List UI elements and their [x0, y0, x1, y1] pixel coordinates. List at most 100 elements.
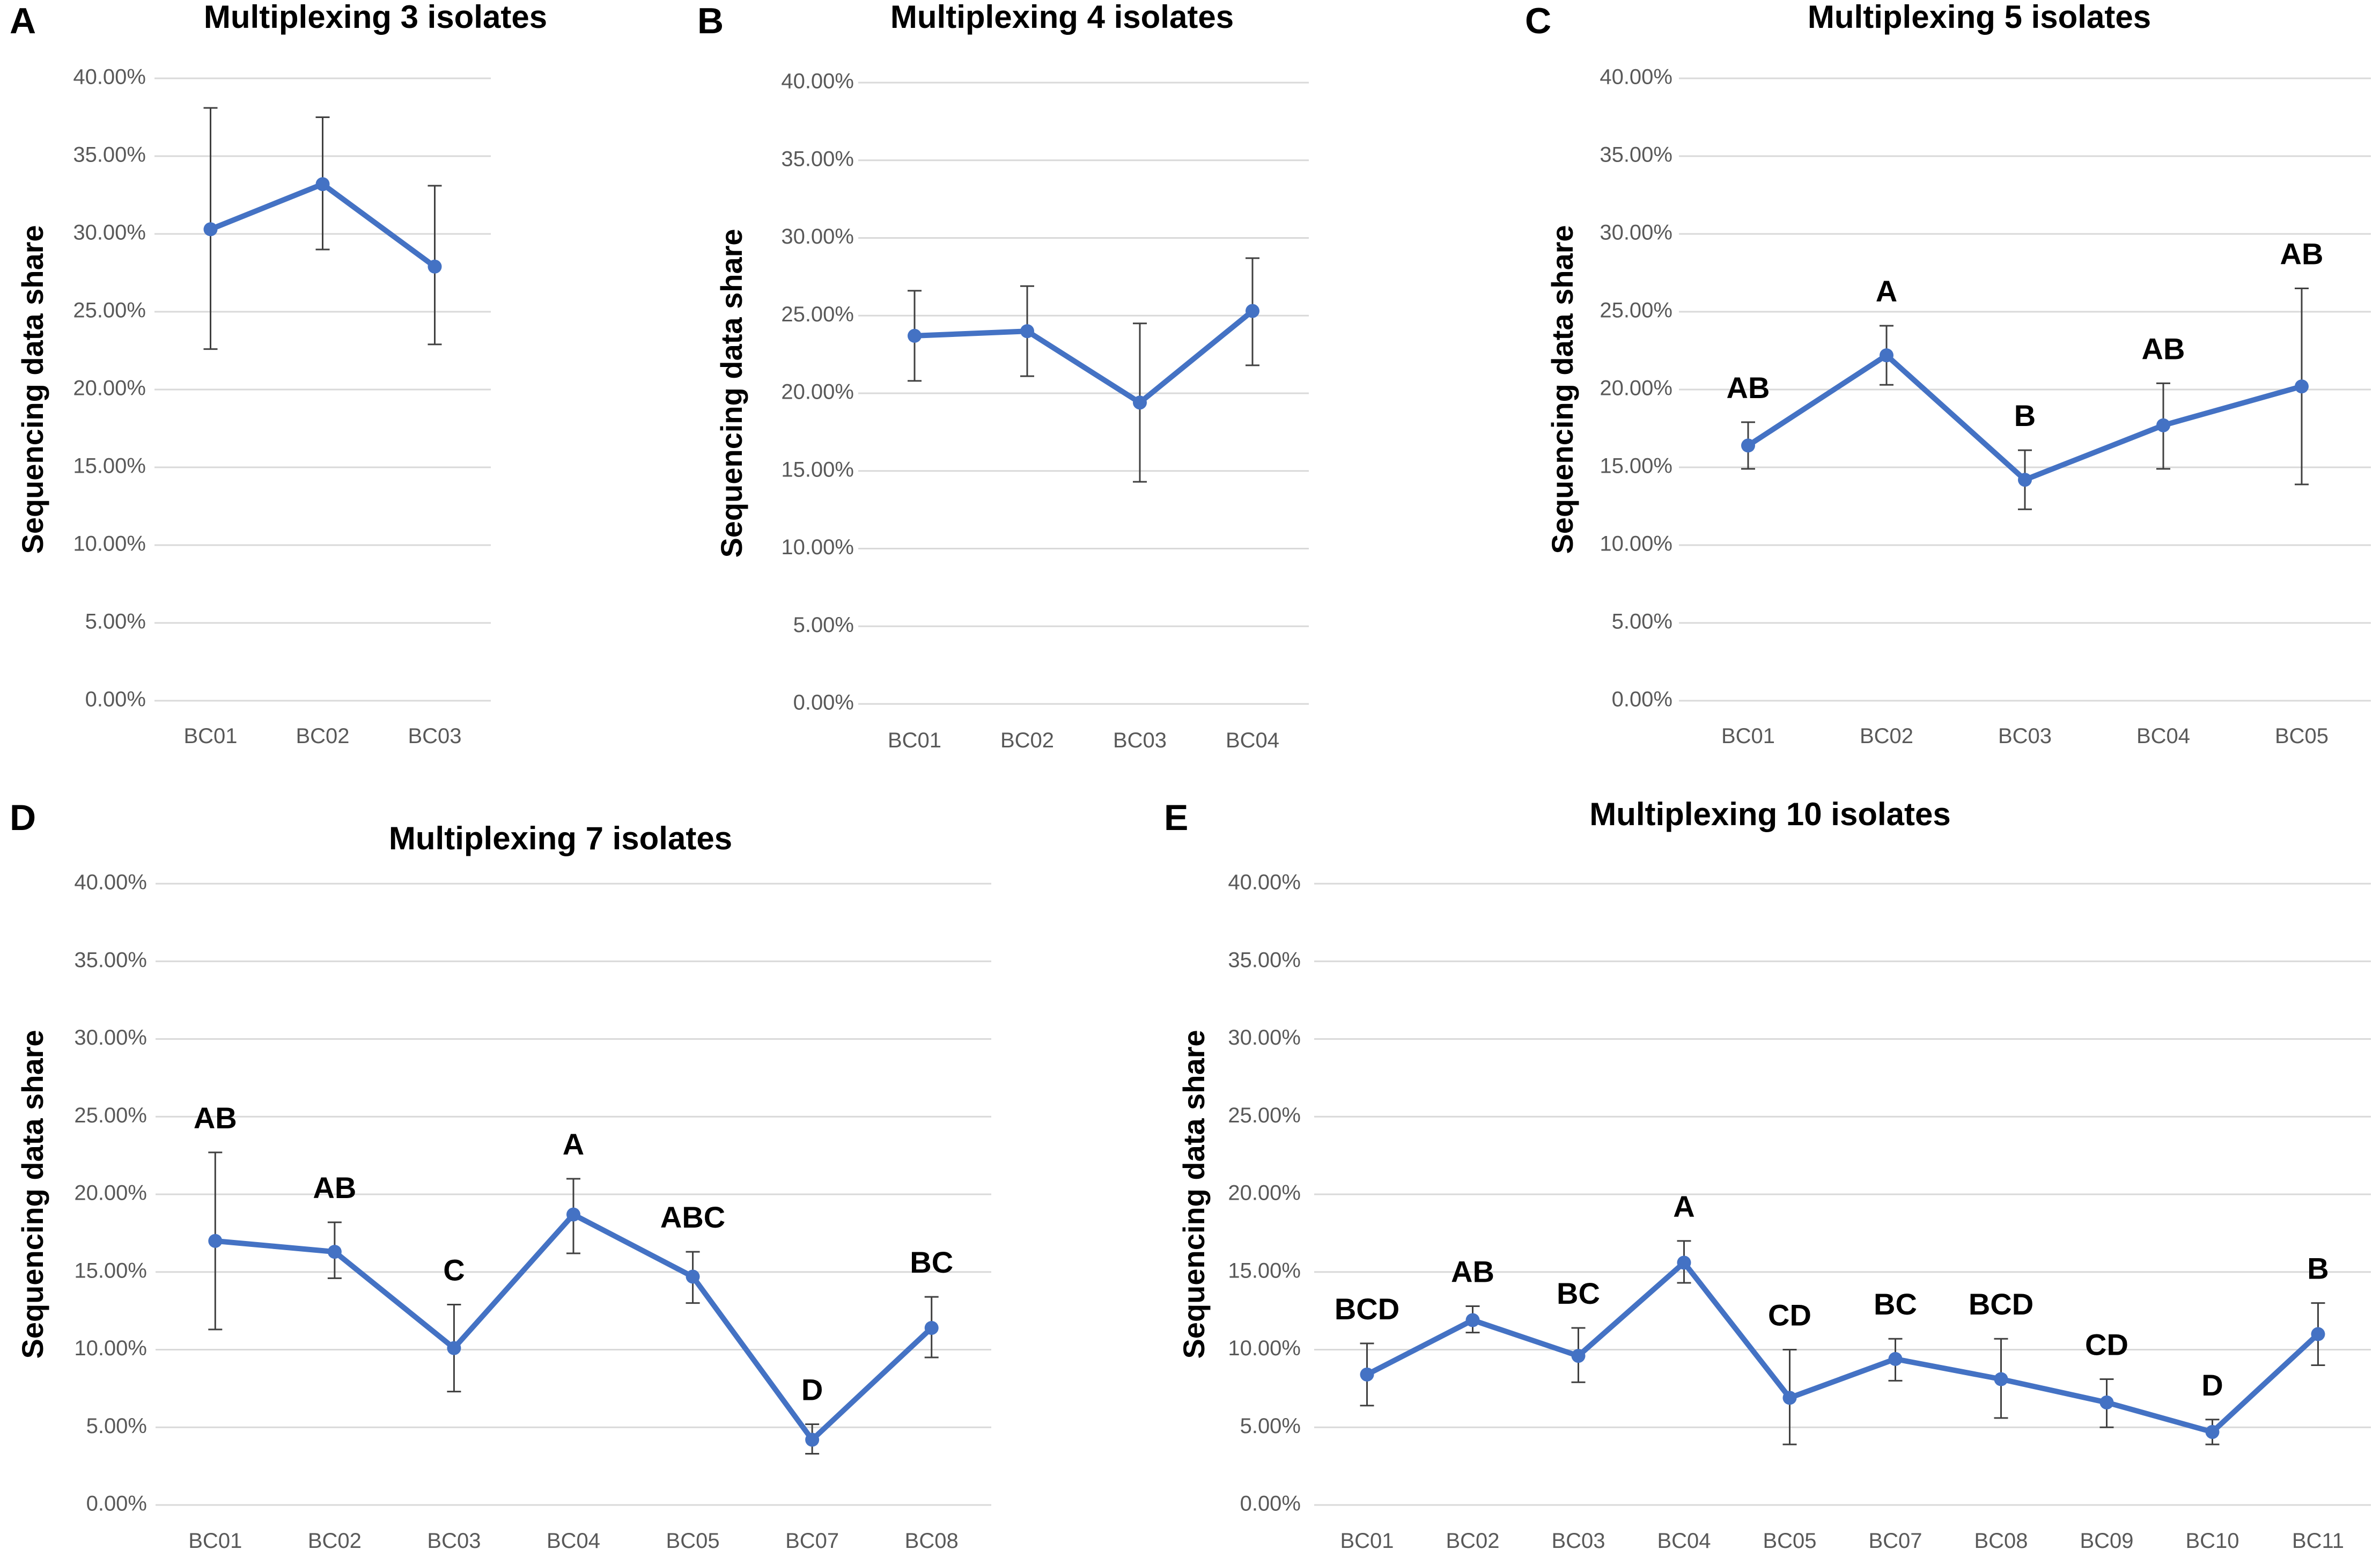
- data-point: [2295, 379, 2309, 394]
- y-tick-label: 40.00%: [74, 871, 147, 894]
- y-axis-label: Sequencing data share: [16, 225, 49, 554]
- data-point: [686, 1269, 700, 1284]
- x-tick-label: BC11: [2292, 1529, 2344, 1553]
- significance-label: AB: [1727, 371, 1770, 405]
- data-point: [208, 1233, 223, 1248]
- data-point: [428, 259, 442, 274]
- x-tick-label: BC07: [785, 1529, 839, 1553]
- x-tick-label: BC08: [905, 1529, 959, 1553]
- data-point: [1880, 348, 1893, 363]
- significance-label: BC: [1874, 1287, 1917, 1321]
- x-tick-label: BC04: [1226, 729, 1279, 752]
- y-tick-label: 0.00%: [793, 691, 854, 715]
- y-tick-label: 40.00%: [73, 65, 146, 89]
- data-point: [203, 222, 218, 237]
- y-tick-label: 25.00%: [1600, 299, 1672, 322]
- y-tick-label: 40.00%: [781, 70, 854, 93]
- significance-label: BC: [1557, 1276, 1600, 1310]
- x-tick-label: BC03: [1551, 1529, 1605, 1553]
- x-tick-label: BC10: [2185, 1529, 2239, 1553]
- data-point: [1020, 324, 1034, 339]
- x-tick-label: BC03: [408, 724, 461, 748]
- y-axis-label: Sequencing data share: [16, 1030, 49, 1359]
- panel-letter: D: [10, 797, 36, 838]
- data-point: [2156, 418, 2170, 432]
- data-point: [327, 1245, 342, 1259]
- y-tick-label: 0.00%: [1240, 1492, 1301, 1516]
- chart-panel-b: B Multiplexing 4 isolates Sequencing data …: [697, 0, 1309, 752]
- y-tick-label: 5.00%: [1612, 610, 1672, 634]
- x-tick-label: BC01: [1340, 1529, 1394, 1553]
- chart-panel-d: D Multiplexing 7 isolates Sequencing data …: [10, 797, 991, 1553]
- significance-label: BCD: [1969, 1287, 2033, 1321]
- x-tick-label: BC09: [2080, 1529, 2133, 1553]
- significance-label: BCD: [1335, 1292, 1399, 1326]
- chart-title: Multiplexing 3 isolates: [204, 0, 547, 35]
- x-tick-label: BC02: [296, 724, 349, 748]
- data-point: [805, 1433, 820, 1447]
- y-tick-label: 5.00%: [86, 1414, 147, 1438]
- significance-label: A: [1876, 274, 1897, 308]
- y-tick-label: 0.00%: [85, 688, 146, 711]
- data-point: [1741, 438, 1755, 453]
- y-tick-label: 35.00%: [74, 948, 147, 972]
- significance-label: AB: [1451, 1254, 1494, 1288]
- significance-label: B: [2014, 399, 2036, 432]
- chart-panel-e: E Multiplexing 10 isolates Sequencing data…: [1164, 796, 2371, 1553]
- y-tick-label: 30.00%: [1228, 1026, 1301, 1049]
- significance-label: A: [1673, 1189, 1694, 1223]
- x-tick-label: BC04: [2136, 724, 2190, 748]
- chart-title: Multiplexing 7 isolates: [389, 820, 732, 856]
- significance-label: B: [2307, 1252, 2329, 1286]
- y-tick-label: 15.00%: [1228, 1259, 1301, 1282]
- data-point: [1888, 1352, 1903, 1366]
- significance-label: AB: [313, 1171, 356, 1205]
- data-point: [2018, 473, 2032, 487]
- x-tick-label: BC03: [1998, 724, 2052, 748]
- x-tick-label: BC01: [188, 1529, 242, 1553]
- x-tick-label: BC01: [1721, 724, 1775, 748]
- y-tick-label: 15.00%: [73, 454, 146, 478]
- y-axis-label: Sequencing data share: [714, 229, 748, 557]
- x-tick-label: BC03: [1113, 729, 1167, 752]
- data-point: [2311, 1327, 2325, 1341]
- x-tick-label: BC05: [666, 1529, 720, 1553]
- chart-title: Multiplexing 5 isolates: [1808, 0, 2151, 35]
- x-tick-label: BC08: [1974, 1529, 2028, 1553]
- panel-letter: B: [697, 1, 724, 41]
- x-tick-label: BC04: [1657, 1529, 1711, 1553]
- data-point: [1133, 395, 1147, 410]
- y-tick-label: 40.00%: [1600, 65, 1672, 89]
- y-tick-label: 40.00%: [1228, 871, 1301, 894]
- panel-letter: C: [1525, 1, 1551, 41]
- panel-letter: A: [10, 1, 36, 41]
- data-point: [1360, 1367, 1374, 1382]
- y-tick-label: 25.00%: [1228, 1104, 1301, 1127]
- significance-label: AB: [194, 1101, 237, 1135]
- significance-label: D: [801, 1372, 823, 1406]
- significance-label: CD: [1768, 1298, 1811, 1332]
- data-point: [1246, 304, 1259, 318]
- data-point: [908, 328, 922, 343]
- data-point: [315, 177, 330, 192]
- x-tick-label: BC05: [1763, 1529, 1816, 1553]
- significance-label: D: [2201, 1368, 2223, 1402]
- y-tick-label: 35.00%: [73, 143, 146, 167]
- significance-label: A: [563, 1127, 584, 1161]
- x-tick-label: BC02: [1860, 724, 1913, 748]
- y-tick-label: 20.00%: [1228, 1181, 1301, 1205]
- data-point: [924, 1320, 939, 1335]
- y-tick-label: 10.00%: [1228, 1337, 1301, 1360]
- data-point: [1571, 1349, 1586, 1363]
- y-tick-label: 30.00%: [1600, 221, 1672, 245]
- chart-title: Multiplexing 10 isolates: [1589, 796, 1951, 832]
- y-tick-label: 20.00%: [1600, 377, 1672, 400]
- x-tick-label: BC01: [888, 729, 941, 752]
- x-tick-label: BC02: [1446, 1529, 1499, 1553]
- y-tick-label: 25.00%: [73, 299, 146, 322]
- data-point: [1782, 1391, 1797, 1405]
- y-tick-label: 20.00%: [74, 1181, 147, 1205]
- data-point: [1994, 1372, 2008, 1386]
- data-point: [2099, 1395, 2114, 1409]
